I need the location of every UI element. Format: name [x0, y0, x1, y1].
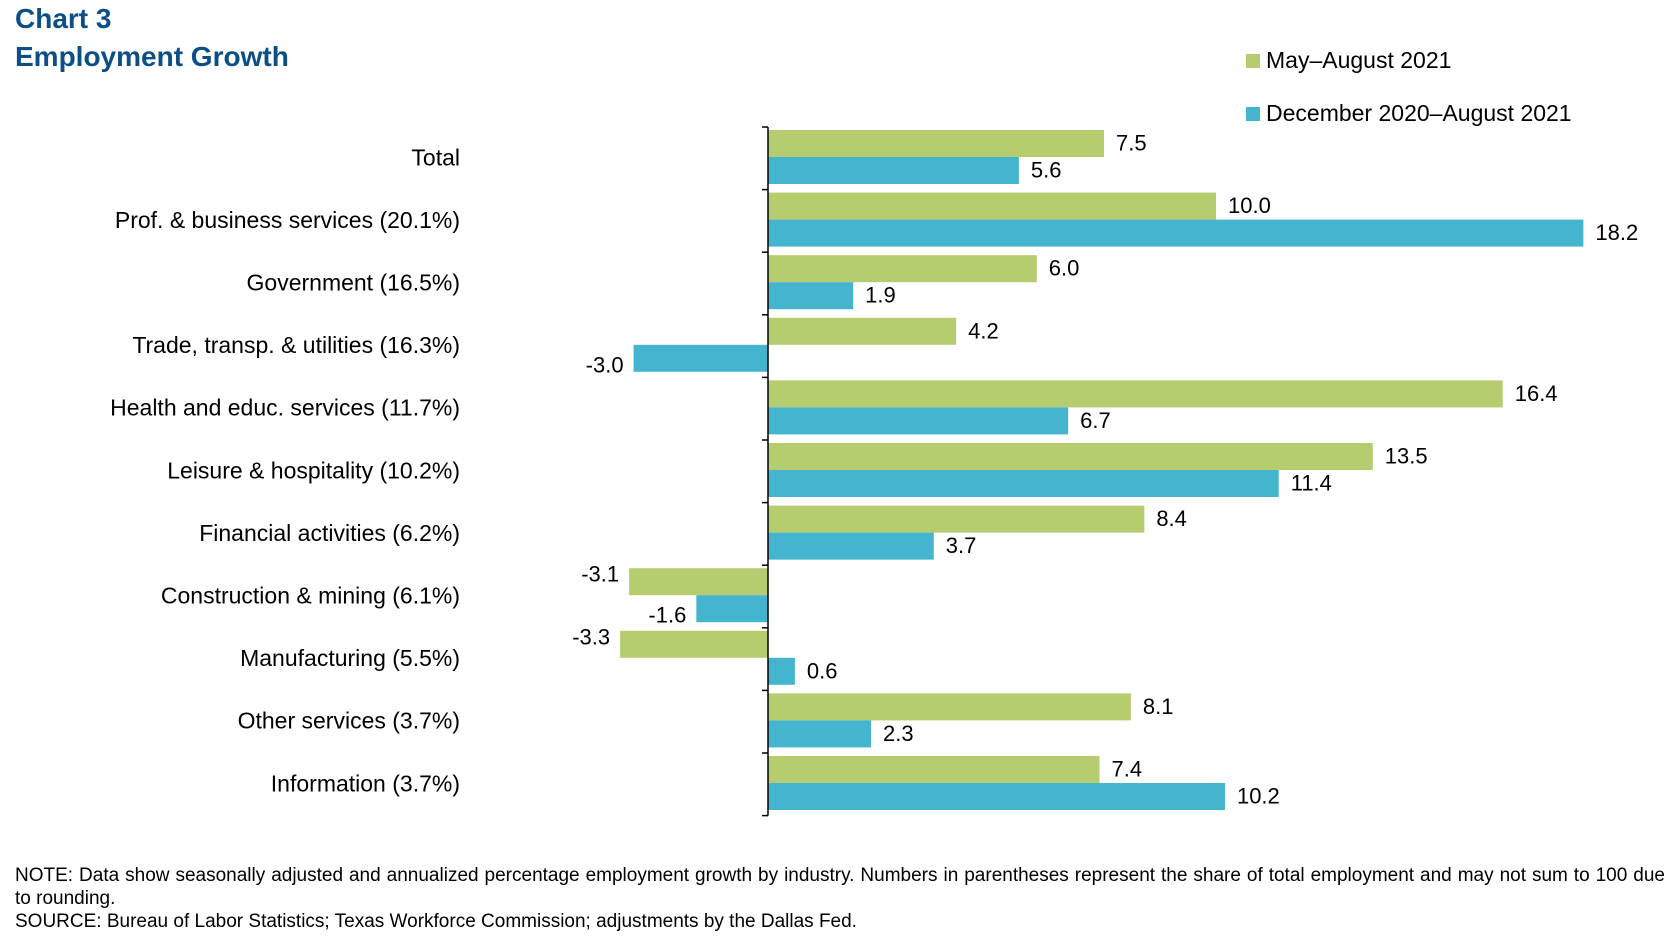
data-label: 0.6: [807, 658, 838, 683]
data-label: 4.2: [968, 318, 999, 343]
bar-dec-aug-9: [768, 720, 872, 748]
legend-label: May–August 2021: [1266, 47, 1451, 73]
category-label: Other services (3.7%): [238, 708, 460, 734]
bar-may-aug-1: [768, 192, 1216, 220]
bar-dec-aug-0: [768, 157, 1019, 184]
data-label: -3.1: [581, 562, 619, 587]
bar-dec-aug-8: [768, 657, 795, 685]
bar-may-aug-3: [768, 317, 957, 345]
chart-title: Employment Growth: [15, 41, 289, 72]
category-label: Government (16.5%): [247, 270, 460, 296]
category-label: Leisure & hospitality (10.2%): [167, 457, 460, 483]
chart-note: NOTE: Data show seasonally adjusted and …: [15, 865, 1665, 909]
bar-dec-aug-3: [633, 344, 768, 372]
data-label: 1.9: [865, 283, 896, 308]
data-label: 6.0: [1049, 256, 1080, 281]
data-label: -1.6: [648, 603, 686, 628]
data-label: 18.2: [1595, 220, 1638, 245]
bar-dec-aug-4: [768, 407, 1069, 435]
data-label: 7.4: [1112, 757, 1143, 782]
bar-dec-aug-5: [768, 470, 1279, 497]
legend-swatch: [1246, 107, 1260, 121]
legend-swatch: [1246, 54, 1260, 68]
category-label: Prof. & business services (20.1%): [115, 207, 460, 233]
bar-may-aug-0: [768, 130, 1104, 157]
bar-dec-aug-10: [768, 783, 1225, 810]
legend-label: December 2020–August 2021: [1266, 100, 1572, 126]
data-label: 2.3: [883, 721, 914, 746]
data-label: 5.6: [1031, 158, 1062, 183]
category-label: Health and educ. services (11.7%): [110, 395, 460, 421]
chart-title-line1: Chart 3: [15, 3, 112, 34]
bar-may-aug-7: [629, 568, 768, 596]
data-label: 3.7: [946, 533, 977, 558]
chart-source: SOURCE: Bureau of Labor Statistics; Texa…: [15, 911, 857, 932]
bar-may-aug-9: [768, 693, 1131, 721]
bar-dec-aug-1: [768, 219, 1584, 247]
bar-may-aug-6: [768, 505, 1145, 533]
bar-may-aug-4: [768, 380, 1503, 408]
data-label: 7.5: [1116, 131, 1147, 156]
bar-may-aug-2: [768, 255, 1037, 283]
category-label: Financial activities (6.2%): [199, 520, 460, 546]
data-label: 13.5: [1385, 444, 1428, 469]
category-label: Information (3.7%): [271, 770, 460, 796]
data-label: 10.0: [1228, 193, 1271, 218]
data-label: 16.4: [1515, 381, 1558, 406]
bar-may-aug-8: [620, 630, 768, 658]
bar-may-aug-10: [768, 756, 1100, 783]
category-label: Total: [411, 144, 460, 170]
data-label: -3.0: [586, 352, 624, 377]
bar-dec-aug-7: [696, 595, 768, 623]
data-label: 8.1: [1143, 694, 1174, 719]
category-label: Construction & mining (6.1%): [161, 583, 460, 609]
bar-chart: 7.5 5.6 Total 10.0 18.2 Prof. & business serv…: [110, 47, 1638, 817]
category-label: Trade, transp. & utilities (16.3%): [132, 332, 460, 358]
data-label: 11.4: [1291, 471, 1332, 496]
data-label: 8.4: [1156, 506, 1187, 531]
data-label: 6.7: [1080, 408, 1111, 433]
data-label: -3.3: [572, 624, 610, 649]
data-label: 10.2: [1237, 784, 1280, 809]
bar-dec-aug-6: [768, 532, 934, 560]
bar-may-aug-5: [768, 443, 1373, 470]
bar-dec-aug-2: [768, 282, 854, 310]
category-label: Manufacturing (5.5%): [240, 645, 460, 671]
